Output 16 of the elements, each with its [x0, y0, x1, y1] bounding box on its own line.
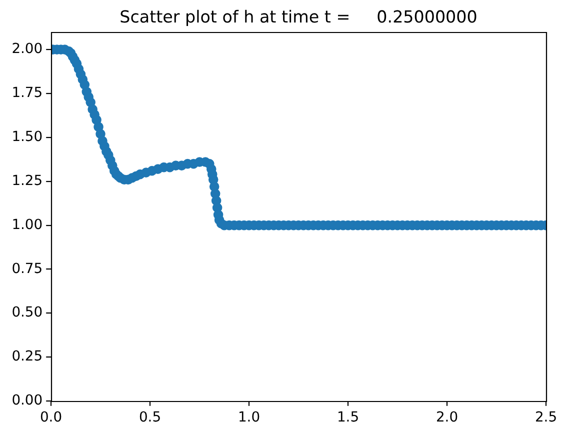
x-tick-label: 0.0	[40, 409, 62, 426]
y-tick-label: 0.75	[12, 260, 43, 277]
x-tick-label: 2.5	[534, 409, 558, 426]
x-tick-label: 1.0	[238, 409, 260, 426]
y-tick-label: 0.50	[12, 304, 43, 321]
x-tick-label: 0.5	[138, 409, 162, 426]
y-tick-label: 1.75	[12, 85, 43, 102]
y-tick-label: 1.00	[12, 216, 43, 233]
x-tick-label: 2.0	[436, 409, 458, 426]
x-tick-label: 1.5	[336, 409, 360, 426]
y-tick-label: 1.50	[12, 129, 43, 146]
y-tick-label: 2.00	[12, 41, 43, 58]
y-tick-label: 0.00	[12, 392, 43, 409]
chart-title: Scatter plot of h at time t = 0.25000000	[120, 7, 478, 26]
y-tick-label: 1.25	[12, 172, 43, 189]
y-tick-label: 0.25	[12, 348, 43, 365]
